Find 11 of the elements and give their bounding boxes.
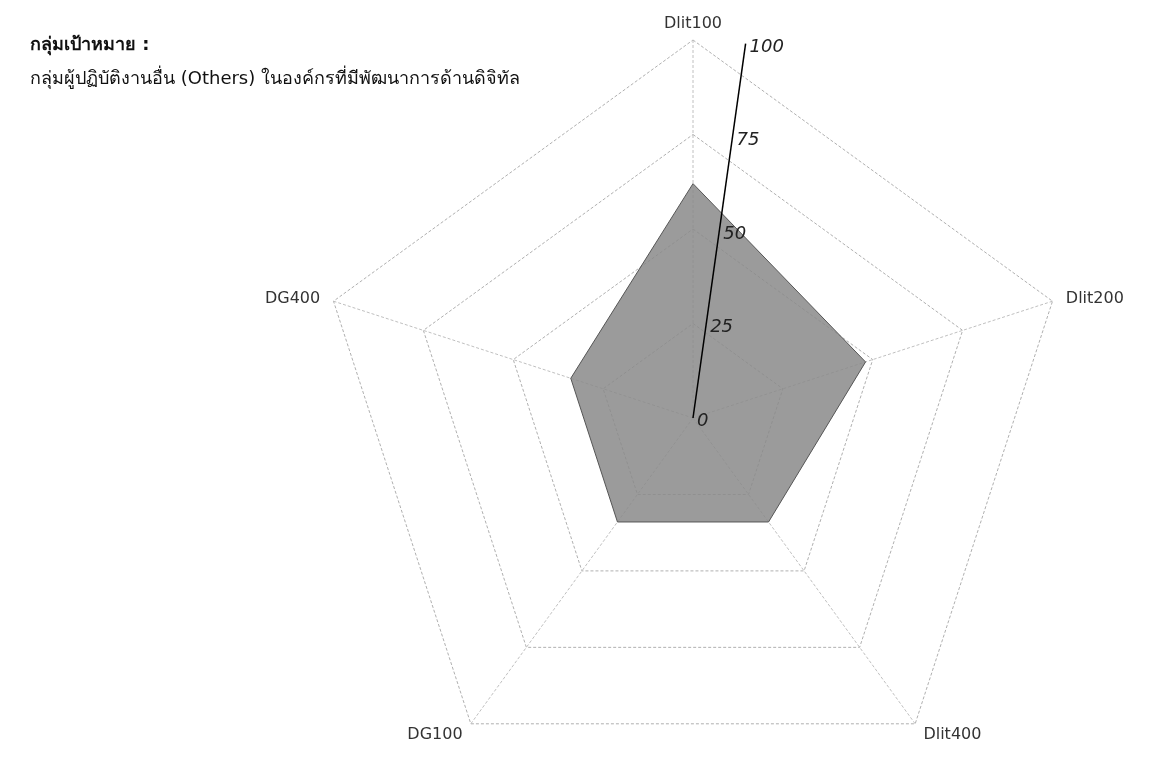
spoke-label: DG400: [264, 287, 321, 307]
text: กลุ่มผู้ปฏิบัติงานอื่น (Others) ในองค์กรที่มีพัฒนาการด้านดิจิทัล: [30, 65, 520, 89]
spoke-label: DG100: [407, 724, 463, 744]
y-tick-label: 25: [710, 315, 734, 337]
y-tick-label: 0: [697, 409, 709, 430]
spoke-label: Dlit200: [1065, 287, 1124, 307]
text: กลุ่มเป้าหมาย :: [30, 33, 150, 56]
spoke-label: Dlit400: [923, 724, 982, 744]
spoke-label: Dlit100: [663, 13, 723, 32]
y-tick-label: 100: [749, 34, 784, 56]
y-tick-label: 75: [736, 128, 760, 150]
